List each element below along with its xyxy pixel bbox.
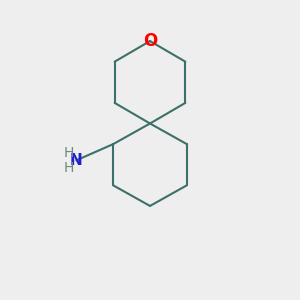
Text: O: O — [143, 32, 157, 50]
Text: H: H — [64, 146, 74, 160]
Text: H: H — [64, 161, 74, 175]
Text: N: N — [70, 153, 83, 168]
